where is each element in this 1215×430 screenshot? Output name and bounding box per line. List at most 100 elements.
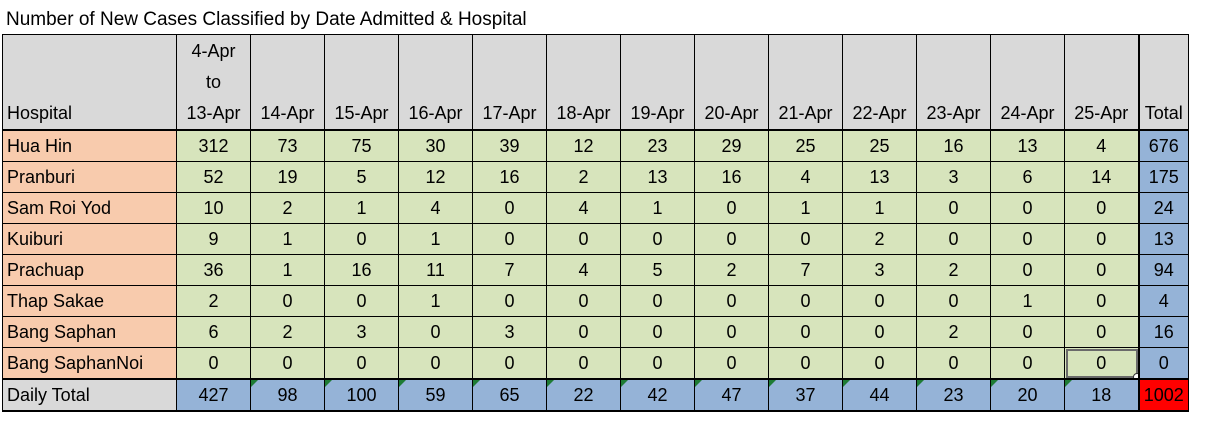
hospital-name-cell[interactable]: Thap Sakae [2, 285, 177, 317]
daily-total-cell[interactable]: 98 [250, 378, 325, 412]
case-count-cell[interactable]: 0 [916, 285, 991, 317]
header-date[interactable]: 23-Apr [916, 34, 991, 131]
case-count-cell[interactable]: 5 [620, 254, 695, 286]
case-count-cell[interactable]: 12 [546, 129, 621, 162]
case-count-cell[interactable]: 23 [620, 129, 695, 162]
case-count-cell[interactable]: 6 [990, 161, 1065, 193]
case-count-cell[interactable]: 0 [916, 347, 991, 380]
case-count-cell[interactable]: 0 [546, 223, 621, 255]
case-count-cell[interactable]: 0 [694, 192, 769, 224]
case-count-cell[interactable]: 3 [842, 254, 917, 286]
header-date[interactable]: 19-Apr [620, 34, 695, 131]
case-count-cell[interactable]: 0 [768, 285, 843, 317]
daily-total-cell[interactable]: 18 [1064, 378, 1139, 412]
case-count-cell[interactable]: 52 [176, 161, 251, 193]
case-count-cell[interactable]: 13 [990, 129, 1065, 162]
case-count-cell[interactable]: 0 [472, 347, 547, 380]
daily-total-cell[interactable]: 20 [990, 378, 1065, 412]
daily-total-cell[interactable]: 100 [324, 378, 399, 412]
case-count-cell[interactable]: 2 [546, 161, 621, 193]
case-count-cell[interactable]: 0 [620, 347, 695, 380]
hospital-name-cell[interactable]: Bang SaphanNoi [2, 347, 177, 380]
daily-total-cell[interactable]: 23 [916, 378, 991, 412]
header-total[interactable]: Total [1137, 34, 1189, 131]
daily-total-cell[interactable]: 65 [472, 378, 547, 412]
case-count-cell[interactable]: 0 [842, 316, 917, 348]
daily-total-label[interactable]: Daily Total [2, 378, 177, 412]
case-count-cell[interactable]: 0 [620, 223, 695, 255]
header-date[interactable]: 25-Apr [1064, 34, 1139, 131]
case-count-cell[interactable]: 0 [1064, 223, 1139, 255]
case-count-cell[interactable]: 73 [250, 129, 325, 162]
case-count-cell[interactable]: 2 [842, 223, 917, 255]
header-date[interactable]: 24-Apr [990, 34, 1065, 131]
case-count-cell[interactable]: 3 [324, 316, 399, 348]
case-count-cell[interactable]: 0 [250, 285, 325, 317]
daily-total-cell[interactable]: 427 [176, 378, 251, 412]
row-total-cell[interactable]: 16 [1137, 316, 1189, 348]
header-date[interactable]: 14-Apr [250, 34, 325, 131]
daily-total-cell[interactable]: 47 [694, 378, 769, 412]
case-count-cell[interactable]: 0 [1064, 192, 1139, 224]
case-count-cell[interactable]: 1 [768, 192, 843, 224]
case-count-cell[interactable]: 0 [250, 347, 325, 380]
case-count-cell[interactable]: 0 [546, 285, 621, 317]
case-count-cell[interactable]: 0 [694, 347, 769, 380]
case-count-cell[interactable]: 16 [694, 161, 769, 193]
header-date[interactable]: 22-Apr [842, 34, 917, 131]
hospital-name-cell[interactable]: Prachuap [2, 254, 177, 286]
case-count-cell[interactable]: 16 [916, 129, 991, 162]
case-count-cell[interactable]: 0 [324, 347, 399, 380]
case-count-cell[interactable]: 0 [1064, 347, 1139, 380]
header-date[interactable]: 17-Apr [472, 34, 547, 131]
case-count-cell[interactable]: 4 [546, 254, 621, 286]
case-count-cell[interactable]: 36 [176, 254, 251, 286]
header-hospital[interactable]: Hospital [2, 34, 177, 131]
case-count-cell[interactable]: 2 [916, 316, 991, 348]
case-count-cell[interactable]: 25 [768, 129, 843, 162]
header-date[interactable]: 15-Apr [324, 34, 399, 131]
case-count-cell[interactable]: 3 [916, 161, 991, 193]
case-count-cell[interactable]: 1 [324, 192, 399, 224]
case-count-cell[interactable]: 0 [768, 347, 843, 380]
case-count-cell[interactable]: 0 [990, 192, 1065, 224]
case-count-cell[interactable]: 75 [324, 129, 399, 162]
row-total-cell[interactable]: 4 [1137, 285, 1189, 317]
case-count-cell[interactable]: 0 [398, 347, 473, 380]
case-count-cell[interactable]: 1 [990, 285, 1065, 317]
case-count-cell[interactable]: 4 [546, 192, 621, 224]
case-count-cell[interactable]: 7 [472, 254, 547, 286]
case-count-cell[interactable]: 2 [250, 316, 325, 348]
case-count-cell[interactable]: 2 [176, 285, 251, 317]
case-count-cell[interactable]: 0 [842, 285, 917, 317]
case-count-cell[interactable]: 14 [1064, 161, 1139, 193]
row-total-cell[interactable]: 175 [1137, 161, 1189, 193]
case-count-cell[interactable]: 4 [1064, 129, 1139, 162]
case-count-cell[interactable]: 30 [398, 129, 473, 162]
hospital-name-cell[interactable]: Pranburi [2, 161, 177, 193]
case-count-cell[interactable]: 0 [1064, 285, 1139, 317]
hospital-name-cell[interactable]: Bang Saphan [2, 316, 177, 348]
case-count-cell[interactable]: 2 [694, 254, 769, 286]
case-count-cell[interactable]: 0 [620, 316, 695, 348]
case-count-cell[interactable]: 39 [472, 129, 547, 162]
case-count-cell[interactable]: 0 [1064, 254, 1139, 286]
case-count-cell[interactable]: 0 [768, 223, 843, 255]
case-count-cell[interactable]: 16 [324, 254, 399, 286]
daily-total-cell[interactable]: 22 [546, 378, 621, 412]
case-count-cell[interactable]: 0 [472, 192, 547, 224]
case-count-cell[interactable]: 0 [990, 347, 1065, 380]
header-date[interactable]: 18-Apr [546, 34, 621, 131]
daily-total-cell[interactable]: 42 [620, 378, 695, 412]
hospital-name-cell[interactable]: Sam Roi Yod [2, 192, 177, 224]
case-count-cell[interactable]: 0 [324, 285, 399, 317]
row-total-cell[interactable]: 13 [1137, 223, 1189, 255]
row-total-cell[interactable]: 676 [1137, 129, 1189, 162]
case-count-cell[interactable]: 1 [398, 223, 473, 255]
row-total-cell[interactable]: 94 [1137, 254, 1189, 286]
case-count-cell[interactable]: 0 [472, 223, 547, 255]
case-count-cell[interactable]: 2 [250, 192, 325, 224]
case-count-cell[interactable]: 11 [398, 254, 473, 286]
case-count-cell[interactable]: 0 [916, 192, 991, 224]
daily-total-cell[interactable]: 37 [768, 378, 843, 412]
